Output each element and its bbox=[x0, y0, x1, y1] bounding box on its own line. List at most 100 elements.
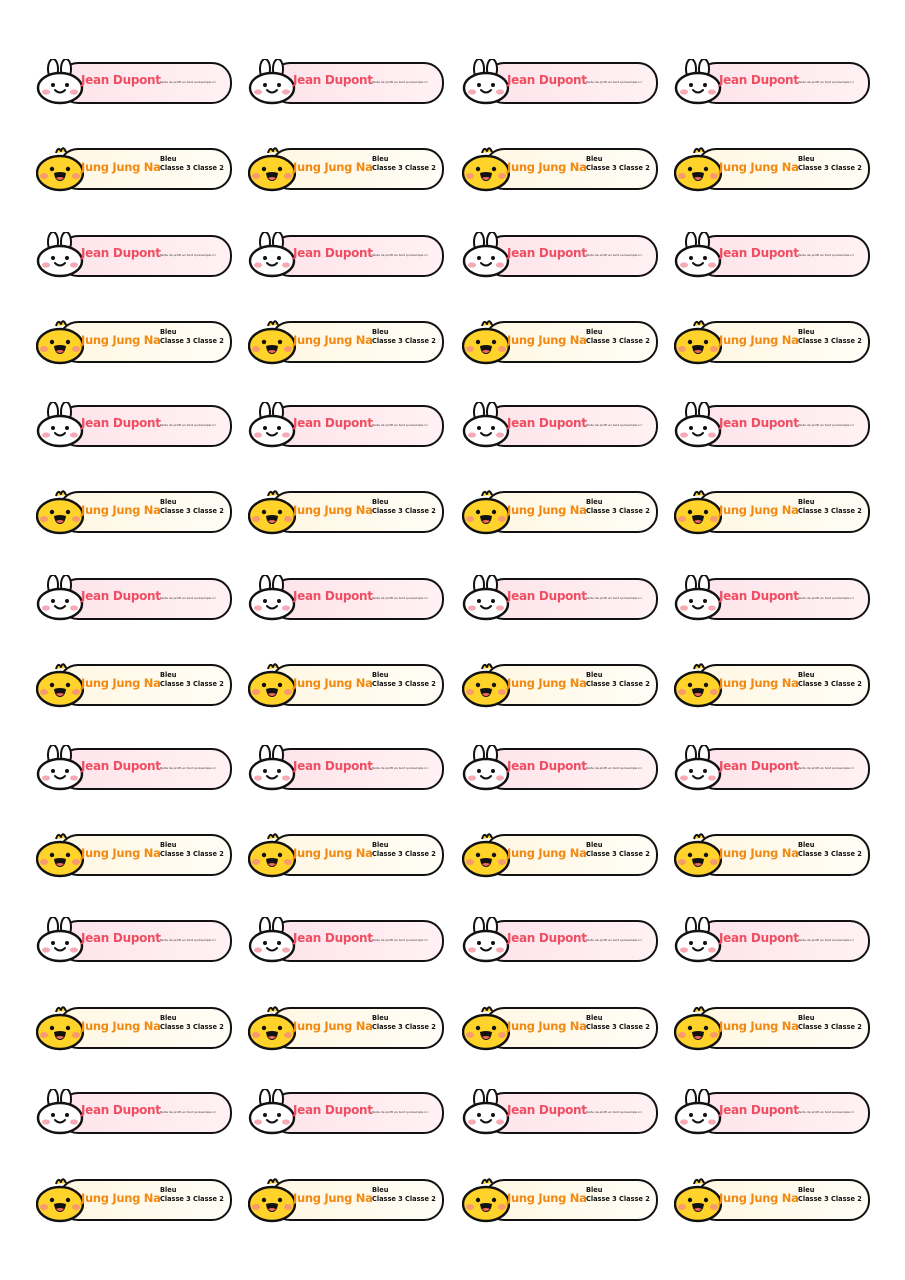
label-pill bbox=[484, 405, 658, 447]
label-name: Jung Jung Na bbox=[719, 503, 799, 517]
label-color: Bleu bbox=[372, 1014, 389, 1022]
label-pill bbox=[696, 578, 870, 620]
bunny-face-icon bbox=[36, 402, 84, 448]
label-color: Bleu bbox=[798, 1186, 815, 1194]
label-name: Jean Dupont bbox=[507, 246, 587, 260]
chick-face-icon bbox=[462, 147, 510, 192]
label-color: Bleu bbox=[160, 671, 177, 679]
label-color: Bleu bbox=[372, 155, 389, 163]
label-profile-text: Texte de profil en tant qu'exemple ici bbox=[586, 938, 642, 942]
label-name: Jean Dupont bbox=[507, 759, 587, 773]
label-color: Bleu bbox=[160, 1186, 177, 1194]
label-pill bbox=[58, 834, 232, 876]
chick-face-icon bbox=[248, 147, 296, 192]
name-label-bunny: Jean Dupont Texte de profil en tant qu'e… bbox=[674, 575, 872, 621]
label-class: Classe 3 Classe 2 bbox=[798, 337, 862, 345]
chick-face-icon bbox=[36, 833, 84, 878]
label-color: Bleu bbox=[586, 671, 603, 679]
chick-face-icon bbox=[248, 833, 296, 878]
label-name: Jung Jung Na bbox=[507, 160, 587, 174]
chick-face-icon bbox=[248, 320, 296, 365]
label-class: Classe 3 Classe 2 bbox=[798, 1023, 862, 1031]
label-color: Bleu bbox=[160, 155, 177, 163]
label-name: Jean Dupont bbox=[719, 589, 799, 603]
label-pill bbox=[696, 235, 870, 277]
chick-face-icon bbox=[36, 1178, 84, 1223]
label-class: Classe 3 Classe 2 bbox=[160, 337, 224, 345]
name-label-chick: Jung Jung Na Bleu Classe 3 Classe 2 bbox=[248, 1004, 446, 1051]
label-name: Jean Dupont bbox=[293, 246, 373, 260]
label-name: Jung Jung Na bbox=[293, 1019, 373, 1033]
label-profile-text: Texte de profil en tant qu'exemple ici bbox=[798, 423, 854, 427]
name-label-chick: Jung Jung Na Bleu Classe 3 Classe 2 bbox=[36, 1004, 234, 1051]
name-label-bunny: Jean Dupont Texte de profil en tant qu'e… bbox=[462, 917, 660, 963]
label-pill bbox=[270, 1007, 444, 1049]
bunny-face-icon bbox=[248, 745, 296, 791]
chick-face-icon bbox=[462, 320, 510, 365]
label-pill bbox=[696, 748, 870, 790]
label-pill bbox=[270, 405, 444, 447]
label-class: Classe 3 Classe 2 bbox=[586, 1195, 650, 1203]
label-profile-text: Texte de profil en tant qu'exemple ici bbox=[798, 80, 854, 84]
name-label-chick: Jung Jung Na Bleu Classe 3 Classe 2 bbox=[462, 1176, 660, 1223]
label-pill bbox=[270, 148, 444, 190]
label-class: Classe 3 Classe 2 bbox=[586, 1023, 650, 1031]
name-label-bunny: Jean Dupont Texte de profil en tant qu'e… bbox=[462, 1089, 660, 1135]
label-class: Classe 3 Classe 2 bbox=[586, 850, 650, 858]
name-label-chick: Jung Jung Na Bleu Classe 3 Classe 2 bbox=[674, 1176, 872, 1223]
label-color: Bleu bbox=[798, 841, 815, 849]
label-profile-text: Texte de profil en tant qu'exemple ici bbox=[372, 253, 428, 257]
label-name: Jung Jung Na bbox=[719, 1019, 799, 1033]
label-pill bbox=[58, 1007, 232, 1049]
label-name: Jean Dupont bbox=[293, 931, 373, 945]
name-label-bunny: Jean Dupont Texte de profil en tant qu'e… bbox=[36, 575, 234, 621]
label-name: Jean Dupont bbox=[507, 1103, 587, 1117]
bunny-face-icon bbox=[674, 745, 722, 791]
label-name: Jung Jung Na bbox=[507, 676, 587, 690]
name-label-chick: Jung Jung Na Bleu Classe 3 Classe 2 bbox=[462, 488, 660, 535]
name-label-bunny: Jean Dupont Texte de profil en tant qu'e… bbox=[248, 232, 446, 278]
label-pill bbox=[696, 1179, 870, 1221]
label-name: Jean Dupont bbox=[719, 73, 799, 87]
name-label-chick: Jung Jung Na Bleu Classe 3 Classe 2 bbox=[36, 318, 234, 365]
label-name: Jung Jung Na bbox=[81, 160, 161, 174]
chick-face-icon bbox=[36, 1006, 84, 1051]
label-pill bbox=[270, 578, 444, 620]
label-class: Classe 3 Classe 2 bbox=[586, 164, 650, 172]
bunny-face-icon bbox=[674, 575, 722, 621]
label-pill bbox=[696, 920, 870, 962]
name-label-chick: Jung Jung Na Bleu Classe 3 Classe 2 bbox=[674, 831, 872, 878]
name-label-bunny: Jean Dupont Texte de profil en tant qu'e… bbox=[36, 232, 234, 278]
label-pill bbox=[696, 1092, 870, 1134]
name-label-chick: Jung Jung Na Bleu Classe 3 Classe 2 bbox=[248, 831, 446, 878]
bunny-face-icon bbox=[462, 575, 510, 621]
name-label-bunny: Jean Dupont Texte de profil en tant qu'e… bbox=[248, 402, 446, 448]
label-name: Jung Jung Na bbox=[293, 503, 373, 517]
label-name: Jean Dupont bbox=[507, 931, 587, 945]
label-pill bbox=[696, 834, 870, 876]
label-pill bbox=[484, 148, 658, 190]
name-label-chick: Jung Jung Na Bleu Classe 3 Classe 2 bbox=[248, 488, 446, 535]
name-label-bunny: Jean Dupont Texte de profil en tant qu'e… bbox=[462, 575, 660, 621]
bunny-face-icon bbox=[248, 59, 296, 105]
label-class: Classe 3 Classe 2 bbox=[160, 1023, 224, 1031]
label-name: Jean Dupont bbox=[719, 931, 799, 945]
name-label-chick: Jung Jung Na Bleu Classe 3 Classe 2 bbox=[462, 145, 660, 192]
bunny-face-icon bbox=[462, 402, 510, 448]
label-pill bbox=[484, 578, 658, 620]
name-label-chick: Jung Jung Na Bleu Classe 3 Classe 2 bbox=[674, 488, 872, 535]
name-label-bunny: Jean Dupont Texte de profil en tant qu'e… bbox=[36, 917, 234, 963]
chick-face-icon bbox=[36, 320, 84, 365]
label-profile-text: Texte de profil en tant qu'exemple ici bbox=[160, 80, 216, 84]
label-name: Jung Jung Na bbox=[719, 333, 799, 347]
label-class: Classe 3 Classe 2 bbox=[586, 680, 650, 688]
name-label-bunny: Jean Dupont Texte de profil en tant qu'e… bbox=[674, 1089, 872, 1135]
label-name: Jung Jung Na bbox=[293, 1191, 373, 1205]
label-class: Classe 3 Classe 2 bbox=[160, 164, 224, 172]
name-label-chick: Jung Jung Na Bleu Classe 3 Classe 2 bbox=[462, 661, 660, 708]
label-pill bbox=[484, 321, 658, 363]
name-label-chick: Jung Jung Na Bleu Classe 3 Classe 2 bbox=[36, 488, 234, 535]
label-class: Classe 3 Classe 2 bbox=[160, 850, 224, 858]
chick-face-icon bbox=[36, 490, 84, 535]
label-color: Bleu bbox=[372, 498, 389, 506]
